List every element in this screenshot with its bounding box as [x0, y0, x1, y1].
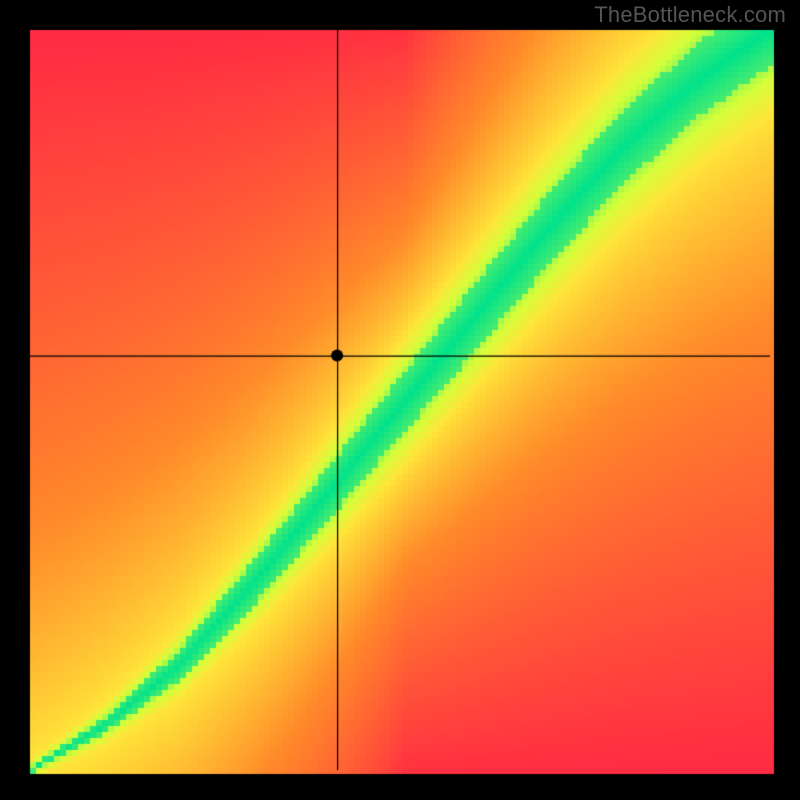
- chart-container: TheBottleneck.com: [0, 0, 800, 800]
- bottleneck-heatmap: [0, 0, 800, 800]
- watermark-text: TheBottleneck.com: [594, 2, 786, 28]
